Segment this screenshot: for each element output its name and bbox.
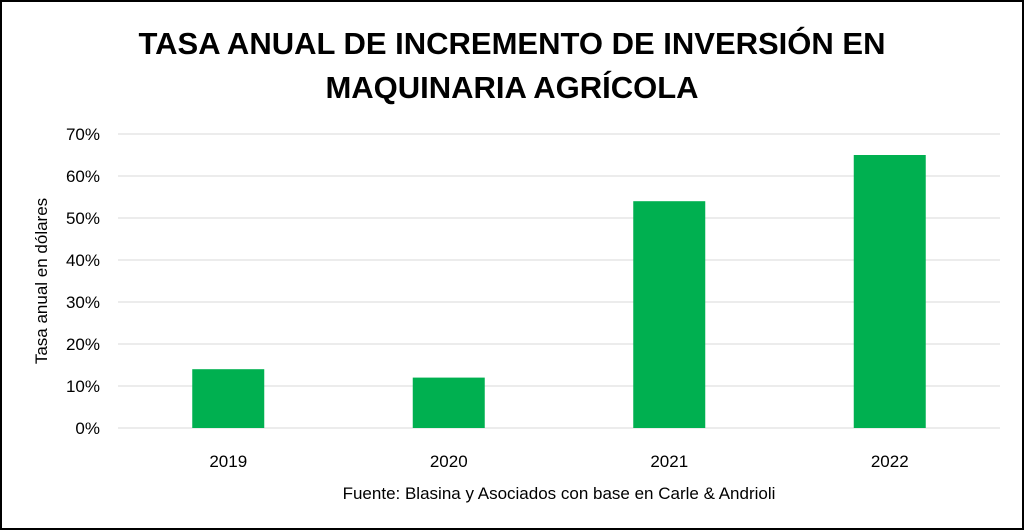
x-tick-label: 2021 [650,452,688,471]
y-tick-label: 60% [66,167,100,186]
y-axis-ticks: 0% 10% 20% 30% 40% 50% 60% 70% [66,125,100,438]
gridlines [118,133,1000,429]
x-axis-ticks: 2019 2020 2021 2022 [209,452,908,471]
y-tick-label: 30% [66,293,100,312]
bar-2019 [192,369,265,428]
chart-title-line-2: MAQUINARIA AGRÍCOLA [325,70,699,105]
chart-title-line-1: TASA ANUAL DE INCREMENTO DE INVERSIÓN EN [138,26,886,61]
bar-2021 [633,201,706,428]
x-tick-label: 2019 [209,452,247,471]
y-tick-label: 50% [66,209,100,228]
bars [192,155,926,428]
bar-2020 [412,377,485,428]
y-tick-label: 40% [66,251,100,270]
y-tick-label: 10% [66,377,100,396]
chart-title: TASA ANUAL DE INCREMENTO DE INVERSIÓN EN… [0,22,1024,110]
y-tick-label: 20% [66,335,100,354]
bar-2022 [853,155,926,428]
source-note: Fuente: Blasina y Asociados con base en … [343,484,776,503]
x-tick-label: 2020 [430,452,468,471]
y-tick-label: 0% [75,419,100,438]
y-axis-label: Tasa anual en dólares [32,198,51,364]
x-tick-label: 2022 [871,452,909,471]
y-tick-label: 70% [66,125,100,144]
